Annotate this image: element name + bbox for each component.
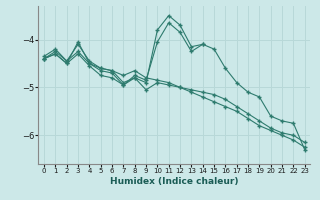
X-axis label: Humidex (Indice chaleur): Humidex (Indice chaleur) [110,177,239,186]
